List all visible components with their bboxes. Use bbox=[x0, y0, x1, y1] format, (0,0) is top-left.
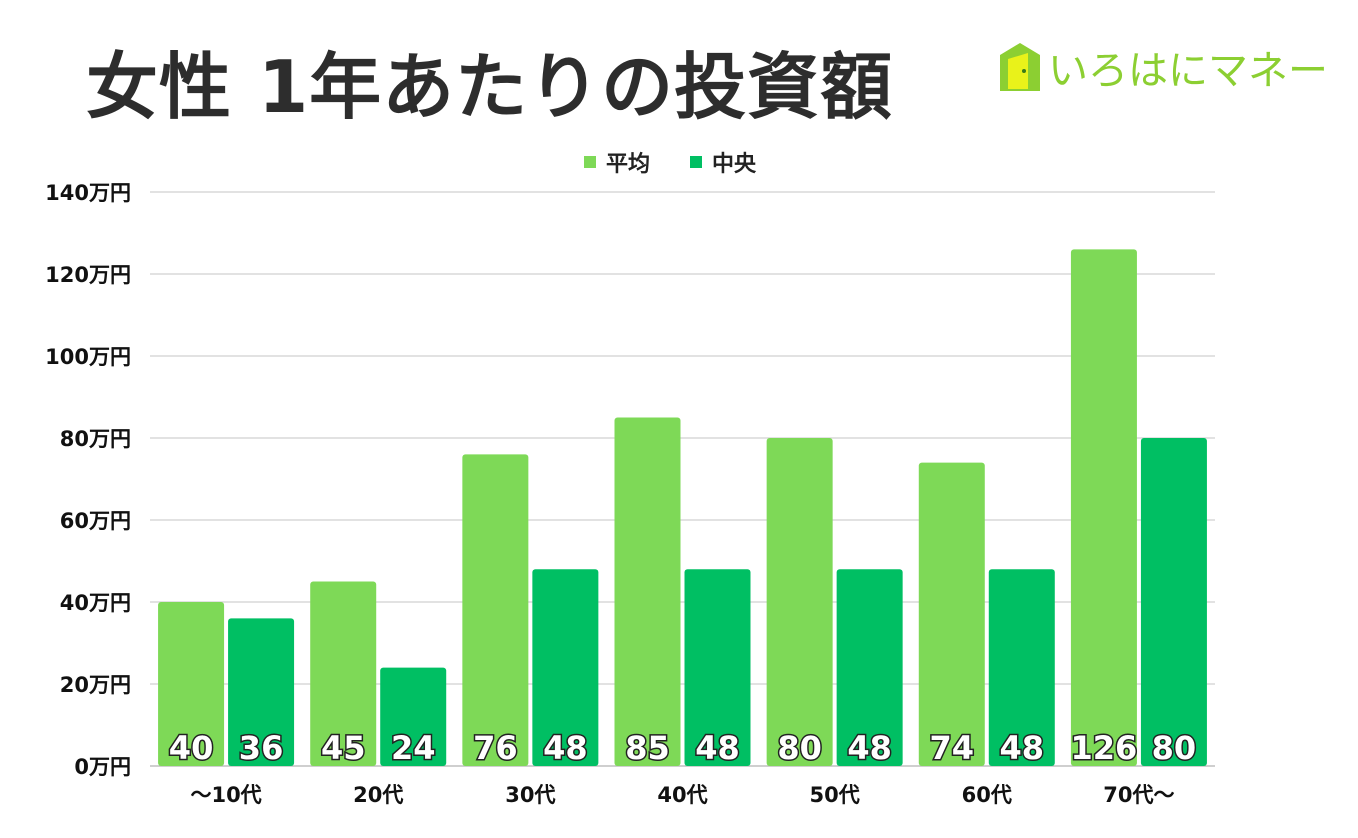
legend-label-median: 中央 bbox=[712, 152, 757, 177]
data-label-median: 48 bbox=[695, 729, 740, 767]
legend-swatch-median bbox=[690, 156, 703, 168]
x-category-label: 20代 bbox=[353, 783, 403, 807]
x-category-label: 40代 bbox=[657, 783, 707, 807]
y-tick-label: 0万円 bbox=[74, 755, 131, 779]
legend-label-average: 平均 bbox=[606, 152, 651, 177]
bar-average bbox=[766, 438, 833, 766]
legend-item-median: 中央 bbox=[690, 146, 756, 178]
data-label-median: 36 bbox=[239, 729, 284, 767]
legend-swatch-average bbox=[584, 156, 596, 168]
door-house-icon bbox=[1000, 43, 1040, 91]
y-tick-label: 80万円 bbox=[60, 427, 131, 451]
bar-average bbox=[310, 581, 377, 766]
bar-median bbox=[380, 667, 447, 766]
data-label-average: 40 bbox=[169, 729, 214, 767]
x-category-label: 50代 bbox=[810, 783, 860, 807]
bar-average bbox=[462, 454, 529, 766]
data-label-average: 76 bbox=[473, 729, 518, 767]
bar-median bbox=[684, 569, 751, 766]
data-label-average: 45 bbox=[321, 729, 366, 767]
x-category-label: 70代〜 bbox=[1103, 783, 1174, 807]
bar-median bbox=[532, 569, 599, 766]
bar-average bbox=[918, 462, 985, 766]
logo-text: いろはにマネー bbox=[1048, 48, 1328, 94]
x-category-label: 〜10代 bbox=[190, 783, 261, 807]
bar-average bbox=[158, 602, 225, 766]
data-label-average: 126 bbox=[1071, 729, 1138, 767]
y-tick-label: 40万円 bbox=[60, 591, 131, 615]
y-tick-label: 60万円 bbox=[60, 509, 131, 533]
chart-legend: 平均 中央 bbox=[584, 146, 756, 178]
data-label-median: 80 bbox=[1152, 729, 1197, 767]
bar-median bbox=[836, 569, 903, 766]
data-label-average: 85 bbox=[625, 729, 670, 767]
bar-median bbox=[228, 618, 295, 766]
data-label-median: 24 bbox=[391, 729, 436, 767]
x-category-label: 30代 bbox=[505, 783, 555, 807]
bar-average bbox=[1070, 249, 1137, 766]
bar-median bbox=[988, 569, 1055, 766]
data-label-median: 48 bbox=[543, 729, 588, 767]
y-tick-label: 140万円 bbox=[45, 181, 131, 205]
bar-median bbox=[1140, 438, 1207, 766]
chart-title: 女性 1年あたりの投資額 bbox=[86, 45, 894, 129]
data-label-average: 74 bbox=[930, 729, 975, 767]
y-tick-label: 20万円 bbox=[60, 673, 131, 697]
y-tick-label: 100万円 bbox=[45, 345, 131, 369]
data-label-median: 48 bbox=[847, 729, 892, 767]
legend-item-average: 平均 bbox=[584, 146, 650, 178]
y-tick-label: 120万円 bbox=[45, 263, 131, 287]
brand-logo: いろはにマネー bbox=[998, 38, 1328, 96]
x-category-label: 60代 bbox=[962, 783, 1012, 807]
data-label-median: 48 bbox=[1000, 729, 1045, 767]
data-label-average: 80 bbox=[777, 729, 822, 767]
bar-average bbox=[614, 417, 681, 766]
